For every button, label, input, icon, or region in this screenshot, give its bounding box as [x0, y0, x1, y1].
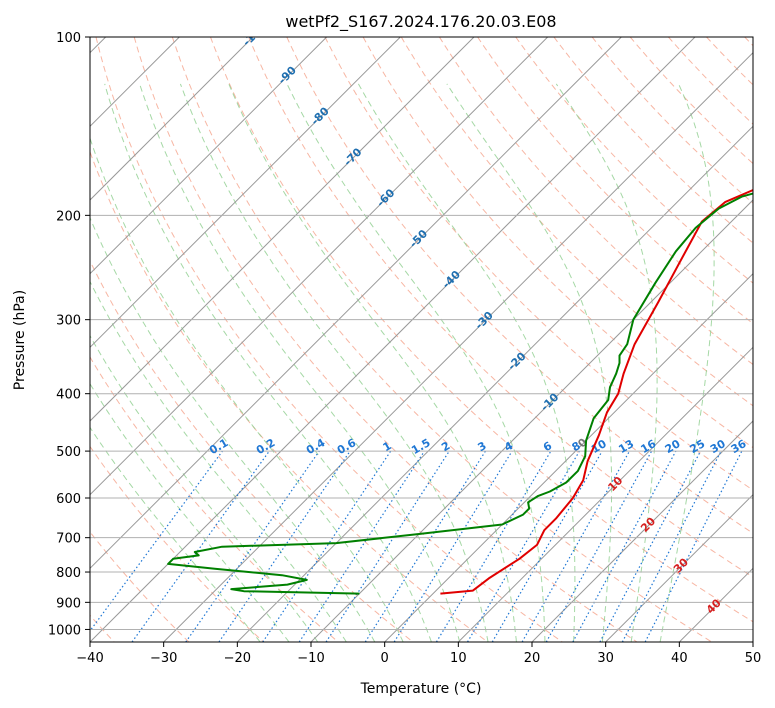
moist-adiabat [286, 83, 546, 642]
mixing-ratio-line [466, 450, 580, 642]
isotherm-line [90, 37, 254, 201]
x-tick-label: 0 [381, 651, 389, 666]
y-tick-label: 400 [56, 388, 81, 403]
x-tick-label: −30 [150, 651, 177, 666]
y-axis-label: Pressure (hPa) [12, 290, 28, 390]
x-tick-label: 40 [671, 651, 688, 666]
x-axis-label: Temperature (°C) [360, 681, 482, 697]
isotherm-label: -100 [240, 20, 269, 49]
dry-adiabat [591, 37, 753, 204]
isotherm-line [457, 346, 753, 642]
dry-adiabat [553, 37, 753, 244]
x-tick-label: −10 [297, 651, 324, 666]
y-tick-label: 600 [56, 492, 81, 507]
moist-adiabat [90, 136, 404, 642]
moist-adiabat [659, 83, 715, 642]
y-tick-label: 1000 [48, 623, 81, 638]
x-tick-label: −40 [76, 651, 103, 666]
mixing-ratio-line [435, 450, 552, 642]
dry-adiabat [90, 150, 488, 642]
x-tick-label: 10 [450, 651, 467, 666]
isotherm-line [90, 37, 622, 570]
dry-adiabat [171, 37, 712, 642]
y-axis: 100 200 300 400 500 600 700 800 900 1000 [48, 31, 90, 638]
dry-adiabat [90, 356, 339, 642]
mixing-ratio-line [364, 450, 486, 642]
y-tick-label: 200 [56, 209, 81, 224]
mixing-ratio-line [521, 450, 631, 642]
chart-title: wetPf2_S167.2024.176.20.03.E08 [285, 12, 556, 32]
mixing-ratio-line [491, 450, 603, 642]
isotherm-line [90, 37, 328, 275]
dry-adiabat [438, 37, 753, 366]
moist-adiabat [90, 382, 290, 642]
moist-adiabat [139, 83, 461, 642]
y-tick-label: 100 [56, 31, 81, 46]
y-tick-label: 300 [56, 314, 81, 329]
y-tick-label: 500 [56, 445, 81, 460]
isotherm-line [310, 199, 753, 642]
moist-adiabat [90, 334, 319, 642]
moist-adiabat [90, 216, 376, 642]
dry-adiabat [90, 445, 264, 642]
plot-frame [89, 36, 754, 643]
moist-adiabat [555, 83, 658, 642]
dry-adiabat [95, 37, 563, 642]
y-tick-label: 800 [56, 566, 81, 581]
dry-adiabat [248, 37, 753, 578]
temperature-line [440, 189, 753, 595]
isotherm-line [90, 37, 401, 349]
moist-adiabat [90, 280, 347, 642]
isotherm-line [90, 37, 475, 422]
x-tick-label: 30 [597, 651, 614, 666]
dry-adiabat [400, 37, 753, 407]
y-tick-label: 700 [56, 532, 81, 547]
x-tick-label: −20 [224, 651, 251, 666]
dry-adiabat [90, 259, 414, 642]
moist-adiabat [357, 83, 576, 642]
dry-adiabat [133, 37, 638, 642]
mixing-ratio-line [393, 450, 513, 642]
dry-adiabat [286, 37, 753, 534]
isotherm-line [236, 125, 753, 642]
isotherm-line [90, 37, 696, 642]
moist-adiabat [446, 83, 613, 642]
moist-adiabat [90, 426, 261, 642]
dry-adiabat [210, 37, 753, 623]
dry-adiabat [324, 37, 753, 491]
pressure-gridlines [90, 37, 753, 630]
x-tick-label: 50 [745, 651, 762, 666]
x-tick-label: 20 [524, 651, 541, 666]
mixing-ratio-line [545, 450, 653, 642]
isotherm-line [163, 51, 753, 642]
moist-adiabat [179, 83, 489, 642]
x-axis: −40 −30 −20 −10 0 10 20 30 40 50 [76, 642, 761, 666]
y-tick-label: 900 [56, 596, 81, 611]
isotherm-line [605, 493, 753, 642]
moist-adiabat [228, 83, 517, 642]
mixing-ratio-line [325, 450, 450, 642]
profile-series [167, 189, 753, 595]
mixing-ratio-line [572, 450, 677, 642]
isotherm-line [531, 420, 753, 642]
isotherm-line [90, 37, 549, 496]
moist-adiabat [104, 83, 432, 642]
dewpoint-line [167, 192, 753, 595]
mixing-ratio-line [218, 450, 351, 642]
isotherm-line [384, 272, 753, 642]
